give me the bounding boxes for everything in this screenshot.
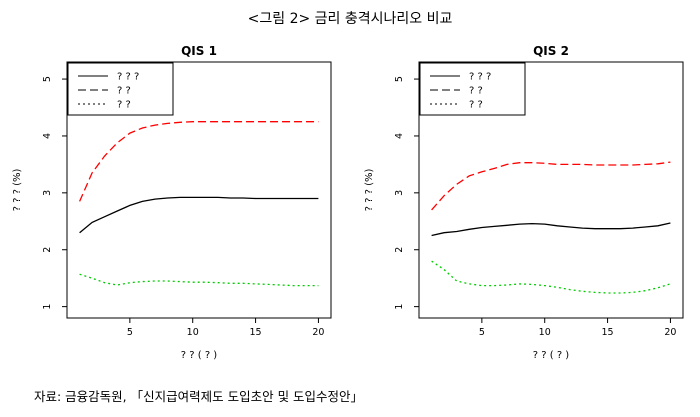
plot-frame-1 bbox=[66, 61, 332, 319]
legend-box bbox=[67, 62, 174, 116]
series-line-dotted bbox=[431, 260, 671, 294]
x-tick-label: 15 bbox=[250, 327, 262, 338]
series-line-solid bbox=[431, 222, 671, 237]
y-axis-label: ? ? ? (%) bbox=[364, 169, 375, 212]
figure-title: <그림 2> 금리 충격시나리오 비교 bbox=[247, 11, 453, 27]
panel-title-2: QIS 2 bbox=[533, 44, 569, 58]
y-tick-label: 5 bbox=[394, 76, 405, 82]
x-tick-label: 20 bbox=[664, 327, 676, 338]
x-tick-label: 10 bbox=[187, 327, 199, 338]
y-tick-label: 3 bbox=[394, 190, 405, 196]
x-tick-label: 5 bbox=[479, 327, 485, 338]
x-tick-label: 10 bbox=[539, 327, 551, 338]
legend-label: ? ? bbox=[469, 86, 483, 97]
y-tick-label: 5 bbox=[42, 76, 53, 82]
x-tick-label: 5 bbox=[127, 327, 133, 338]
legend-label: ? ? bbox=[117, 86, 131, 97]
series-line-solid bbox=[79, 196, 319, 234]
legend-box bbox=[419, 62, 526, 116]
x-tick-label: 20 bbox=[312, 327, 324, 338]
legend-label: ? ? ? bbox=[117, 72, 139, 83]
y-tick-label: 4 bbox=[394, 133, 405, 139]
y-tick-label: 1 bbox=[394, 304, 405, 310]
plot-frame-2 bbox=[418, 61, 684, 319]
x-tick-label: 15 bbox=[602, 327, 614, 338]
y-tick-label: 3 bbox=[42, 190, 53, 196]
source-note: 자료: 금융감독원, 「신지급여력제도 도입초안 및 도입수정안」 bbox=[34, 389, 364, 404]
series-line-dashed bbox=[79, 121, 319, 202]
legend-label: ? ? bbox=[469, 100, 483, 111]
legend-label: ? ? bbox=[117, 100, 131, 111]
panel-title-1: QIS 1 bbox=[181, 44, 217, 58]
y-axis-label: ? ? ? (%) bbox=[12, 169, 23, 212]
y-tick-label: 2 bbox=[42, 247, 53, 253]
series-line-dashed bbox=[431, 161, 671, 211]
x-axis-label: ? ? ( ? ) bbox=[181, 350, 218, 361]
legend-label: ? ? ? bbox=[469, 72, 491, 83]
y-tick-label: 1 bbox=[42, 304, 53, 310]
x-axis-label: ? ? ( ? ) bbox=[533, 350, 570, 361]
y-tick-label: 4 bbox=[42, 133, 53, 139]
series-line-dotted bbox=[79, 273, 319, 287]
y-tick-label: 2 bbox=[394, 247, 405, 253]
